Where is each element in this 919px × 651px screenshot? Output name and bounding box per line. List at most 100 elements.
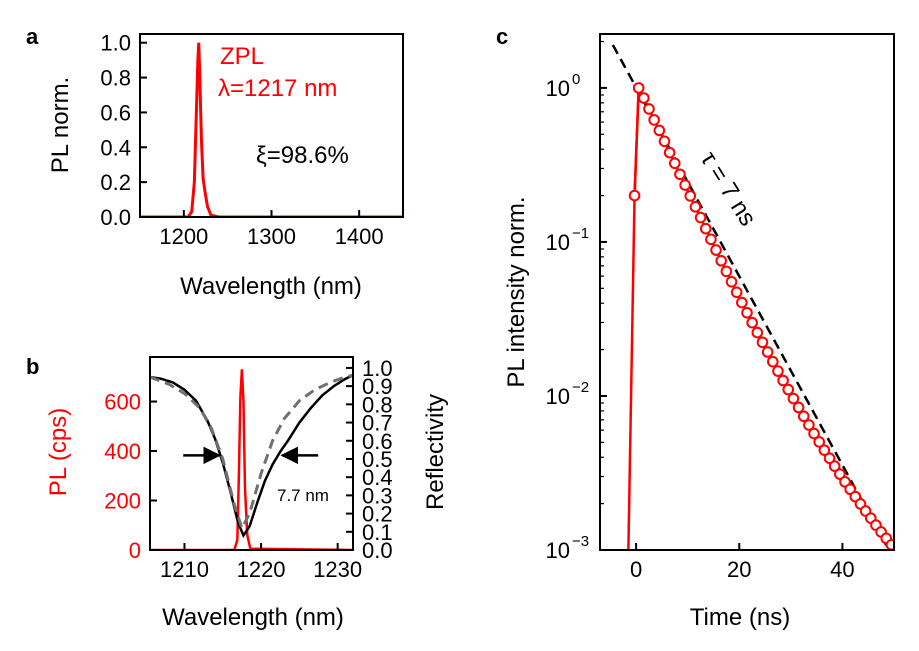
panel-c-data-point (741, 306, 753, 319)
panel-b-ytick-left-label: 0 (129, 538, 141, 563)
panel-c-data-point (632, 82, 645, 94)
panel-b-ytick-right-label: 0.7 (362, 411, 393, 436)
panel-letter-a: a (26, 24, 39, 49)
panel-c-data-point (705, 233, 717, 246)
panel-a-frame (139, 33, 404, 218)
panel-c-data-point (808, 427, 820, 440)
panel-c-xtick-label: 0 (630, 557, 642, 582)
panel-a-ytick-label: 0.4 (100, 135, 131, 160)
panel-a: a 1200 1300 1400 0.0 0.2 0.4 0.6 0.8 1.0 PL norm… (26, 24, 404, 300)
panel-c-data-point (792, 401, 805, 414)
panel-c-ytick-label: 10 (546, 230, 570, 255)
panel-b-frame (149, 356, 354, 551)
panel-c-data-point (684, 190, 697, 202)
panel-c-data-point (658, 135, 671, 148)
panel-c-data-point (679, 179, 691, 191)
panel-b-ytick-left-label: 400 (104, 439, 141, 464)
panel-b: b 1210 1220 123002004006000.00.10.20.30.40… (26, 354, 449, 631)
panel-c-xtick-label: 40 (830, 557, 854, 582)
panel-b-ytick-right-label: 0.3 (362, 483, 393, 508)
panel-c-data-point (643, 103, 655, 115)
panel-c-data-point (694, 211, 707, 224)
panel-c-ytick-exponent: −1 (572, 225, 589, 242)
panel-b-plot-area (150, 369, 353, 550)
panel-letter-c: c (496, 24, 508, 49)
panel-c-data-point (828, 460, 841, 473)
panel-b-xtick-label: 1220 (237, 557, 286, 582)
panel-a-xlabel: Wavelength (nm) (180, 273, 362, 300)
panel-c-xlabel: Time (ns) (690, 604, 790, 631)
panel-c-data-point (736, 296, 748, 309)
panel-b-ytick-left-label: 200 (104, 489, 141, 514)
panel-b-ytick-right-label: 0.2 (362, 502, 393, 527)
panel-b-ytick-right-label: 0.5 (362, 447, 393, 472)
panel-b-xtick-label: 1230 (313, 557, 362, 582)
panel-c-data-point (720, 265, 733, 278)
panel-c-ytick-exponent: 0 (572, 71, 580, 88)
panel-c-data-point (638, 92, 650, 104)
panel-c-data-point (834, 468, 846, 480)
panel-a-ytick-label: 0.2 (100, 170, 131, 195)
panel-b-series-0 (150, 369, 353, 550)
panel-a-ytick-label: 0.6 (100, 100, 131, 125)
panel-a-ticks: 1200 1300 1400 0.0 0.2 0.4 0.6 0.8 1.0 (100, 31, 383, 249)
panel-c-data-point (782, 383, 795, 396)
panel-c-data-point (751, 326, 764, 339)
panel-b-series-1 (150, 374, 353, 539)
panel-c-data-point (710, 244, 722, 256)
panel-a-ytick-label: 1.0 (100, 31, 131, 56)
panel-c-xtick-label: 20 (727, 557, 751, 582)
panel-c-data-point (756, 336, 769, 349)
panel-c-ylabel: PL intensity norm. (503, 196, 530, 387)
panel-c-data-point (653, 124, 666, 137)
panel-c-data-point (787, 392, 800, 405)
panel-c-data-point (797, 410, 810, 423)
panel-c-data-point (803, 419, 815, 431)
panel-c-data-point (746, 316, 758, 329)
panel-a-ylabel: PL norm. (47, 77, 74, 173)
panel-c-data-point (818, 444, 831, 456)
panel-b-ytick-right-label: 1.0 (362, 356, 393, 381)
panel-letter-b: b (26, 354, 39, 379)
panel-b-ytick-left-label: 600 (104, 390, 141, 415)
panel-a-xtick-label: 1300 (247, 224, 296, 249)
panel-b-ylabel-left: PL (cps) (45, 408, 72, 496)
panel-c-ytick-exponent: −3 (572, 533, 589, 550)
panel-a-ytick-label: 0.8 (100, 66, 131, 91)
panel-b-ytick-right-label: 0.8 (362, 392, 393, 417)
panel-b-ytick-right-label: 0.0 (362, 538, 393, 563)
panel-a-plot-area (140, 42, 403, 217)
panel-a-xi-annotation: ξ=98.6% (256, 142, 349, 169)
panel-b-ytick-right-label: 0.4 (362, 465, 393, 490)
panel-c-ytick-label: 10 (546, 384, 570, 409)
panel-c-data-point (674, 168, 686, 181)
panel-c-ytick-exponent: −2 (572, 379, 589, 396)
panel-a-ytick-label: 0.0 (100, 205, 131, 230)
panel-a-xtick-label: 1200 (159, 224, 208, 249)
panel-c-data-point (777, 374, 789, 387)
panel-a-series-0 (140, 42, 403, 217)
panel-c-data-point (628, 189, 641, 202)
panel-c-data-point (699, 222, 712, 235)
panel-c-data-point (689, 201, 702, 213)
panel-c-plot-area (611, 44, 894, 550)
panel-c-data-point (725, 276, 738, 288)
panel-c-ytick-label: 10 (546, 538, 570, 563)
panel-b-fwhm-label: 7.7 nm (277, 486, 329, 505)
panel-c-data-point (813, 436, 826, 448)
panel-c-data-point (823, 452, 836, 465)
panel-a-xtick-label: 1400 (335, 224, 384, 249)
panel-c-data-point (648, 114, 660, 126)
panel-b-ytick-right-label: 0.6 (362, 429, 393, 454)
panel-c-data-point (772, 365, 784, 377)
panel-c-data-point (730, 286, 743, 299)
panel-b-xtick-label: 1210 (160, 557, 209, 582)
panel-c-data-point (715, 254, 728, 267)
panel-c-frame (599, 33, 895, 551)
panel-b-ytick-right-label: 0.1 (362, 520, 393, 545)
panel-c-ytick-label: 10 (546, 76, 570, 101)
panel-c-data-point (761, 346, 774, 358)
